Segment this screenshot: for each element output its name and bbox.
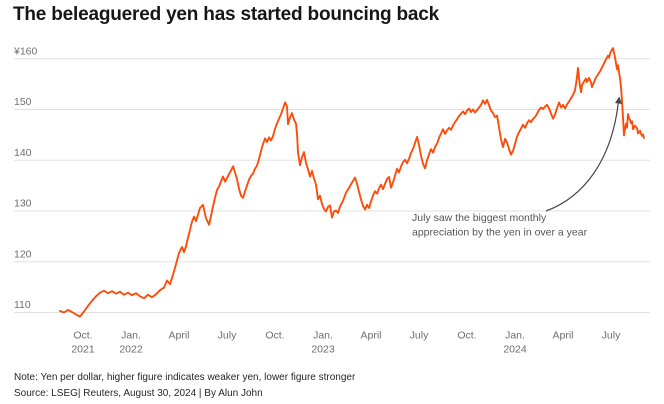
- x-tick-label-Jan2023: Jan.: [313, 330, 333, 342]
- x-tick-label-July: July: [410, 330, 429, 342]
- annotation-line-2: appreciation by the yen in over a year: [412, 227, 588, 239]
- x-tick-label-April: April: [552, 330, 573, 342]
- annotation-line-1: July saw the biggest monthly: [412, 212, 547, 224]
- x-tick-year-2021: 2021: [71, 344, 95, 356]
- x-tick-label-Jan2024: Jan.: [505, 330, 525, 342]
- y-tick-label-140: 140: [14, 147, 32, 159]
- footnote: Note: Yen per dollar, higher figure indi…: [14, 372, 356, 383]
- x-tick-year-2023: 2023: [311, 344, 335, 356]
- y-tick-label-160: ¥160: [13, 45, 38, 57]
- x-tick-label-April: April: [360, 330, 381, 342]
- x-tick-label-Jan2022: Jan.: [121, 330, 141, 342]
- source-line: Source: LSEG| Reuters, August 30, 2024 |…: [14, 387, 263, 399]
- x-tick-label-April: April: [168, 330, 189, 342]
- y-tick-label-130: 130: [14, 198, 32, 210]
- y-tick-label-150: 150: [14, 96, 32, 108]
- x-tick-label-July: July: [602, 330, 621, 342]
- x-tick-label-Oct: Oct.: [457, 330, 476, 342]
- x-tick-label-Oct2021: Oct.: [73, 330, 92, 342]
- price-line: [59, 47, 645, 318]
- y-tick-label-110: 110: [14, 299, 31, 311]
- chart-footer: Note: Yen per dollar, higher figure indi…: [14, 370, 355, 401]
- annotation-arrow: [545, 100, 620, 212]
- x-tick-year-2024: 2024: [503, 344, 527, 356]
- x-tick-label-Oct: Oct.: [265, 330, 284, 342]
- y-tick-label-120: 120: [14, 248, 32, 260]
- chart-title: The beleaguered yen has started bouncing…: [13, 4, 440, 25]
- annotation-arrowhead: [615, 96, 622, 104]
- x-tick-label-July: July: [218, 330, 237, 342]
- x-tick-year-2022: 2022: [119, 344, 143, 356]
